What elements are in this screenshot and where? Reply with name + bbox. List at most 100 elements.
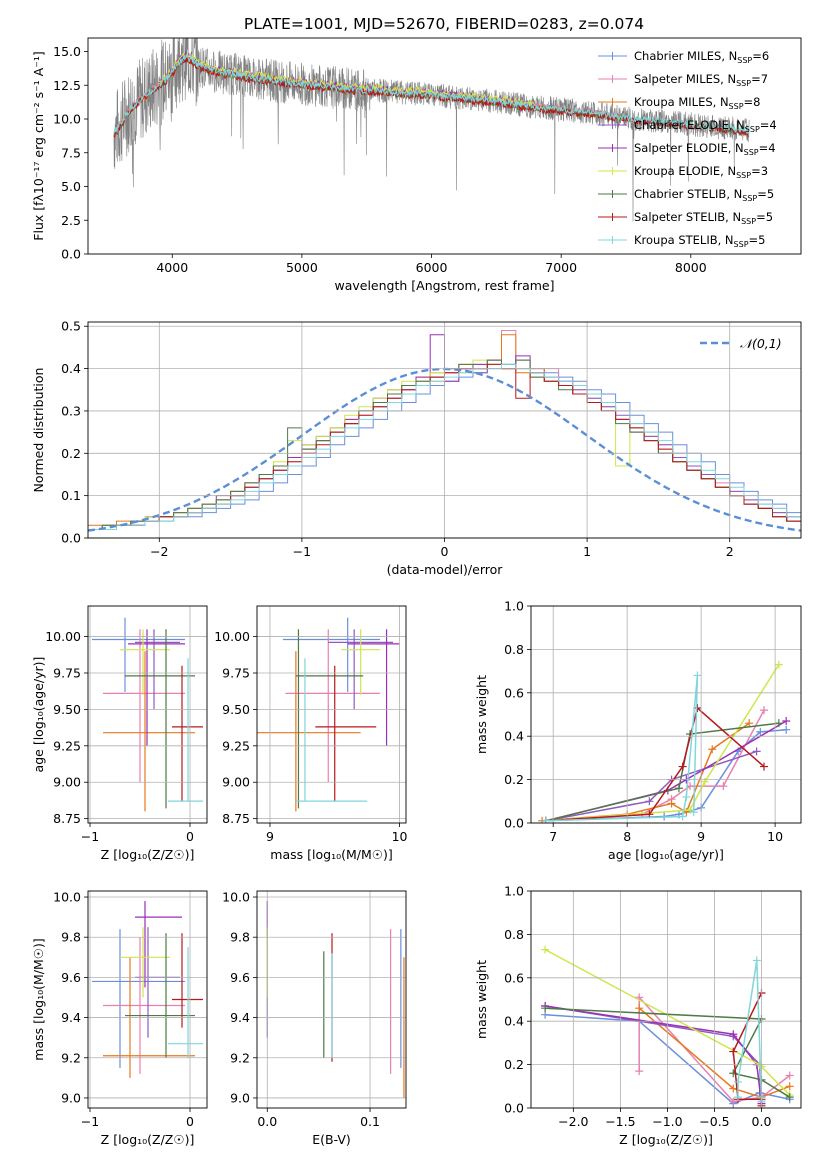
y-tick-label: 15.0 [53, 44, 81, 59]
x-axis-label: Z [log₁₀(Z/Z☉)] [101, 847, 195, 862]
legend-label: Chabrier STELIB, NSSP=5 [634, 187, 774, 203]
y-tick-label: 0.4 [504, 1014, 524, 1029]
weight-marker [729, 1047, 738, 1056]
y-tick-label: 10.0 [222, 890, 250, 905]
x-axis-label: mass [log₁₀(M/M☉)] [270, 847, 392, 862]
legend-label: 𝒩(0,1) [740, 336, 782, 351]
y-tick-label: 9.00 [53, 775, 81, 790]
legend-label: Kroupa STELIB, NSSP=5 [634, 233, 765, 249]
y-tick-label: 12.5 [53, 78, 81, 93]
legend-label: Kroupa ELODIE, NSSP=3 [634, 164, 768, 180]
histogram-8 [88, 363, 801, 530]
x-tick-label: 2 [726, 544, 734, 559]
x-axis-label: E(B-V) [312, 1132, 351, 1147]
weight-line-2 [638, 1007, 790, 1098]
y-tick-label: 9.25 [53, 738, 81, 753]
axes-frame [256, 890, 407, 1109]
chart-age_vs_Z: −1 0 8.75 9.00 9.25 9.50 9.75 10.00 Z [log₁₀(Z/Z… [31, 605, 208, 862]
x-tick-label: −2.0 [558, 1114, 588, 1129]
axes-frame [87, 890, 208, 1109]
legend-label: Salpeter MILES, NSSP=7 [634, 72, 768, 88]
y-tick-label: 9.6 [61, 970, 81, 985]
figure-title: PLATE=1001, MJD=52670, FIBERID=0283, z=0… [244, 15, 644, 33]
x-tick-label: 0.1 [360, 1114, 380, 1129]
x-axis-label: Z [log₁₀(Z/Z☉)] [101, 1132, 195, 1147]
x-axis-label: (data-model)/error [387, 562, 504, 577]
y-tick-label: 0.4 [504, 729, 524, 744]
weight-marker [700, 777, 709, 786]
x-tick-label: 9 [697, 829, 705, 844]
axes-frame [256, 605, 407, 824]
weight-marker [752, 956, 761, 965]
weight-marker [782, 725, 791, 734]
weight-marker [686, 805, 695, 814]
x-tick-label: 0 [186, 1114, 194, 1129]
y-tick-label: 9.2 [61, 1050, 81, 1065]
weight-marker [682, 792, 691, 801]
weight-marker [541, 816, 550, 823]
y-tick-label: 0.0 [504, 1101, 524, 1116]
y-tick-label: 9.0 [230, 1090, 250, 1105]
x-tick-label: 0 [186, 829, 194, 844]
y-tick-label: 5.0 [61, 179, 81, 194]
weight-marker [774, 660, 783, 669]
weight-marker [729, 1084, 738, 1093]
y-tick-label: 9.8 [61, 930, 81, 945]
y-tick-label: 8.75 [222, 811, 250, 826]
y-tick-label: 10.00 [214, 629, 250, 644]
y-tick-label: 0.6 [504, 970, 524, 985]
weight-line-0 [545, 728, 787, 822]
weight-marker [760, 762, 769, 771]
x-tick-label: 1 [583, 544, 591, 559]
weight-marker [729, 1030, 738, 1039]
weight-marker [693, 671, 702, 680]
weight-marker [689, 808, 698, 817]
axes-frame [87, 605, 208, 824]
weight-marker [635, 1067, 644, 1076]
y-tick-label: 0.5 [61, 319, 81, 334]
x-tick-label: 4000 [156, 260, 188, 275]
y-axis-label: Flux [fλ10⁻¹⁷ erg cm⁻² s⁻¹ A⁻¹] [31, 51, 46, 240]
x-tick-label: −1 [81, 1114, 99, 1129]
plot-area [538, 660, 791, 823]
weight-marker [541, 1004, 550, 1013]
x-tick-label: 9 [266, 829, 274, 844]
axes-frame [530, 890, 802, 1109]
y-tick-label: 0.4 [61, 361, 81, 376]
axes-frame [87, 37, 802, 255]
x-tick-label: −1 [293, 544, 311, 559]
y-tick-label: 9.2 [230, 1050, 250, 1065]
x-axis-label: age [log₁₀(age/yr)] [608, 847, 724, 862]
y-tick-label: 0.6 [504, 685, 524, 700]
y-tick-label: 9.75 [53, 665, 81, 680]
weight-marker [645, 797, 654, 806]
weight-marker [745, 719, 754, 728]
x-axis-label: Z [log₁₀(Z/Z☉)] [619, 1132, 713, 1147]
weight-line-3 [545, 750, 757, 822]
y-tick-label: 9.8 [230, 930, 250, 945]
weight-marker [774, 719, 783, 728]
axes-frame [87, 321, 802, 539]
legend-label: Chabrier MILES, NSSP=6 [634, 49, 769, 65]
y-tick-label: 10.00 [45, 629, 81, 644]
plot-area [541, 945, 794, 1108]
y-tick-label: 9.50 [222, 702, 250, 717]
y-tick-label: 0.2 [61, 446, 81, 461]
y-tick-label: 9.4 [230, 1010, 250, 1025]
y-tick-label: 0.8 [504, 927, 524, 942]
y-tick-label: 0.8 [504, 642, 524, 657]
y-tick-label: 7.5 [61, 145, 81, 160]
y-tick-label: 0.2 [504, 772, 524, 787]
weight-marker [785, 1082, 794, 1091]
weight-marker [733, 1077, 742, 1086]
plot-area [257, 617, 400, 812]
y-axis-label: age [log₁₀(age/yr)] [31, 657, 46, 773]
weight-line-1 [545, 709, 765, 822]
x-tick-label: 8 [623, 829, 631, 844]
weight-marker [760, 706, 769, 715]
legend: 𝒩(0,1) [700, 336, 782, 351]
weight-line-5 [545, 664, 780, 822]
chart-mass_vs_Z: −1 0 9.0 9.2 9.4 9.6 9.8 10.0 Z [log₁₀(Z/Z☉)] mas… [31, 890, 208, 1147]
y-tick-label: 2.5 [61, 213, 81, 228]
